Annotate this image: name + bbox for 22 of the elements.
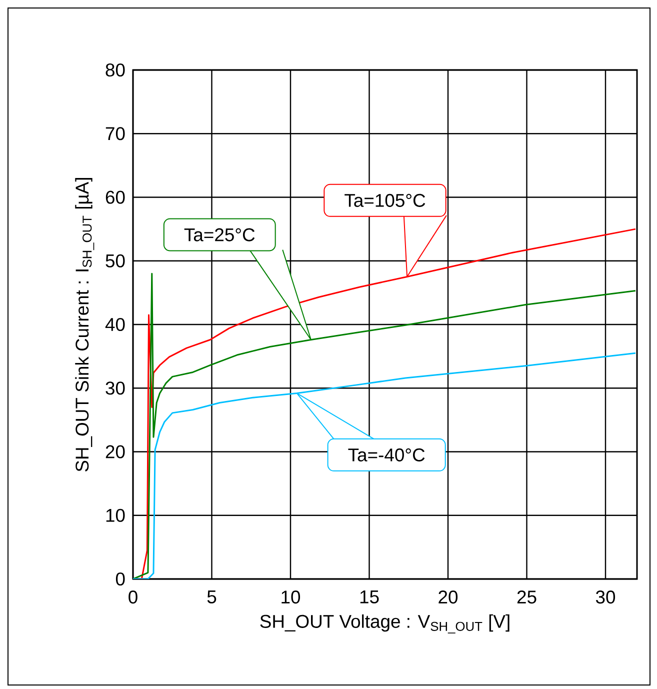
y-tick-label: 20: [106, 445, 125, 458]
annotation: Ta=25°C: [184, 228, 255, 242]
x-tick-label: 0: [128, 590, 138, 604]
y-tick-label: 70: [106, 127, 125, 140]
y-tick-label: 80: [106, 63, 125, 77]
y-tick-label: 40: [105, 318, 125, 332]
x-axis-title: SH_OUT Voltage : V$_{SH_OUT}$ [V]: [260, 614, 510, 634]
y-tick-label: 50: [106, 254, 125, 268]
x-tick-label: 15: [360, 590, 379, 604]
y-tick-label: 60: [106, 190, 125, 204]
x-tick-label: 25: [517, 590, 536, 604]
y-tick-label: 10: [106, 508, 125, 522]
y-axis-title: SH_OUT Sink Current : I$_{SH_OUT}$ [µA]: [75, 178, 94, 472]
annotation: Ta=105°C: [344, 194, 426, 207]
x-tick-label: 10: [282, 590, 300, 604]
x-tick-label: 30: [596, 590, 616, 604]
y-tick-label: 30: [106, 382, 125, 395]
y-tick-label: 0: [116, 572, 125, 586]
annotation: Ta=-40°C: [348, 448, 425, 462]
line-series: [133, 352, 636, 579]
x-tick-label: 5: [207, 590, 216, 604]
x-tick-label: 20: [438, 590, 458, 604]
